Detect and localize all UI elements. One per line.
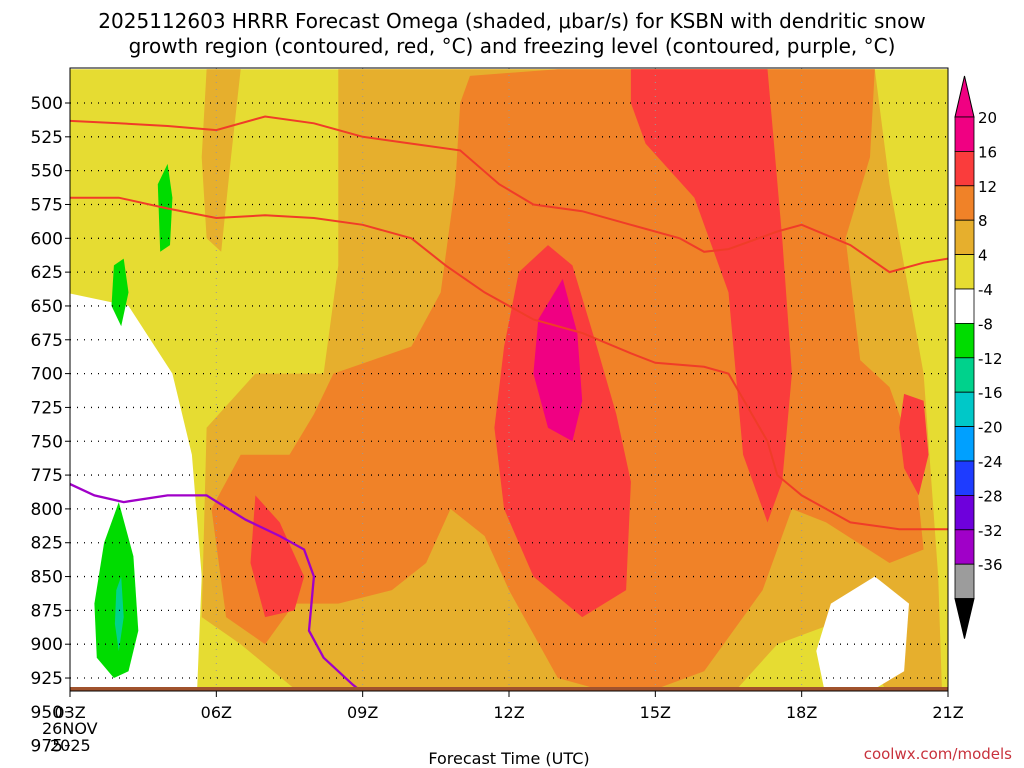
y-axis-ticks: 500 525 550 575 600 625 650 675 700 725 750 775 800 8… xyxy=(31,94,70,757)
y-tick-label-875: 875 xyxy=(31,601,63,621)
x-tick-label-21Z: 21Z xyxy=(932,703,963,722)
colorbar-box-8 xyxy=(954,391,975,428)
x-date-line2: 2025 xyxy=(50,736,91,755)
omega-region--8-11 xyxy=(111,258,129,327)
x-tick-label-06Z: 06Z xyxy=(201,703,232,722)
colorbar: 20 16 12 8 4 -4 -8 -12 -16 -20 -24 -28 -32 -36 xyxy=(954,75,1003,639)
y-tick-label-650: 650 xyxy=(31,297,63,317)
freezing-level-contour xyxy=(70,482,363,691)
y-tick-label-675: 675 xyxy=(31,331,63,351)
omega-region--4-9 xyxy=(816,576,909,691)
y-tick-label-825: 825 xyxy=(31,534,63,554)
colorbar-label-minus12: -12 xyxy=(978,350,1003,368)
colorbar-label-minus36: -36 xyxy=(978,556,1003,574)
colorbar-label-minus28: -28 xyxy=(978,487,1003,505)
credit-link[interactable]: coolwx.com/models xyxy=(864,745,1012,763)
colorbar-label-16: 16 xyxy=(978,143,997,161)
colorbar-box-13 xyxy=(954,563,975,600)
y-tick-label-550: 550 xyxy=(31,162,63,182)
plot-area: 0 xyxy=(70,68,948,736)
colorbar-label-minus8: -8 xyxy=(978,315,993,333)
x-tick-label-18Z: 18Z xyxy=(786,703,817,722)
contour-lines: 0 xyxy=(70,115,948,736)
freezing-level-label: 0 xyxy=(505,722,513,736)
y-tick-label-850: 850 xyxy=(31,568,63,588)
colorbar-box-9 xyxy=(954,426,975,462)
colorbar-box-4 xyxy=(954,254,975,290)
y-tick-label-500: 500 xyxy=(31,94,63,114)
y-tick-label-525: 525 xyxy=(31,128,63,148)
x-tick-label-09Z: 09Z xyxy=(347,703,378,722)
colorbar-label-minus4: -4 xyxy=(978,281,993,299)
omega-region-16-7 xyxy=(899,393,929,496)
omega-region-8-1 xyxy=(201,69,241,252)
colorbar-box-12 xyxy=(954,529,975,565)
dgz-contour-minus12 xyxy=(70,115,948,274)
y-tick-label-600: 600 xyxy=(31,229,63,249)
colorbar-box-7 xyxy=(954,357,975,393)
omega-region-16-6 xyxy=(250,495,305,618)
omega-region-16-4 xyxy=(630,69,792,523)
colorbar-over-arrow xyxy=(954,75,975,118)
colorbar-label-4: 4 xyxy=(978,247,988,265)
colorbar-box-11 xyxy=(954,494,975,531)
colorbar-label-minus32: -32 xyxy=(978,522,1003,540)
x-date-line1: 26NOV xyxy=(42,719,98,738)
y-tick-label-575: 575 xyxy=(31,195,63,215)
x-axis-label: Forecast Time (UTC) xyxy=(428,749,589,768)
y-tick-label-925: 925 xyxy=(31,669,63,689)
colorbar-box-5 xyxy=(954,288,975,324)
x-tick-label-15Z: 15Z xyxy=(640,703,671,722)
x-tick-label-12Z: 12Z xyxy=(493,703,524,722)
y-tick-label-900: 900 xyxy=(31,635,63,655)
x-tick-label-03Z: 03Z xyxy=(54,703,85,722)
y-tick-label-625: 625 xyxy=(31,263,63,283)
y-tick-label-725: 725 xyxy=(31,398,63,418)
y-tick-label-975: 975 xyxy=(31,737,63,757)
omega-region--12-13 xyxy=(114,576,124,651)
colorbar-label-minus24: -24 xyxy=(978,453,1003,471)
chart-title-line1: 2025112603 HRRR Forecast Omega (shaded, … xyxy=(98,9,925,33)
omega-shaded-regions xyxy=(70,69,948,691)
colorbar-box-1 xyxy=(954,150,975,187)
y-tick-label-800: 800 xyxy=(31,500,63,520)
y-tick-label-700: 700 xyxy=(31,365,63,385)
ground-strip xyxy=(70,687,948,691)
colorbar-label-20: 20 xyxy=(978,109,997,127)
chart-title-line2: growth region (contoured, red, °C) and f… xyxy=(129,34,896,58)
colorbar-label-minus16: -16 xyxy=(978,384,1003,402)
colorbar-box-6 xyxy=(954,322,975,359)
y-tick-label-775: 775 xyxy=(31,466,63,486)
colorbar-box-10 xyxy=(954,460,975,496)
y-tick-label-950: 950 xyxy=(31,703,63,723)
y-tick-label-750: 750 xyxy=(31,432,63,452)
colorbar-label-8: 8 xyxy=(978,212,988,230)
colorbar-box-0 xyxy=(954,116,975,152)
colorbar-box-3 xyxy=(954,219,975,255)
dgz-contour-minus18 xyxy=(70,196,948,531)
colorbar-label-minus20: -20 xyxy=(978,419,1003,437)
colorbar-box-2 xyxy=(954,185,975,221)
omega-region-20-8 xyxy=(533,278,583,442)
x-axis-ticks: 03Z 06Z 09Z 12Z 15Z 18Z 21Z xyxy=(54,691,964,722)
colorbar-under-arrow xyxy=(954,598,975,639)
colorbar-label-12: 12 xyxy=(978,178,997,196)
